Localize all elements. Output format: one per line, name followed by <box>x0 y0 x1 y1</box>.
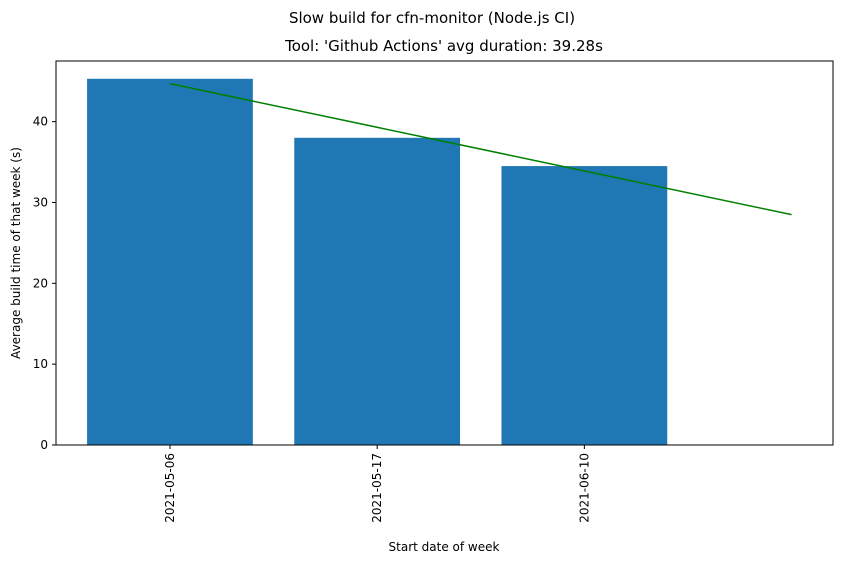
x-axis: 2021-05-06 2021-05-17 2021-06-10 <box>163 445 591 523</box>
y-tick-label-0: 0 <box>40 438 48 452</box>
chart-suptitle: Slow build for cfn-monitor (Node.js CI) <box>289 9 575 27</box>
bar-2021-05-17 <box>294 137 461 446</box>
y-axis-label: Average build time of that week (s) <box>9 147 23 359</box>
bars-layer <box>87 78 668 446</box>
x-axis-label: Start date of week <box>389 540 500 554</box>
y-axis: 0 10 20 30 40 <box>33 115 56 452</box>
y-tick-label-10: 10 <box>33 357 48 371</box>
x-tick-label-2021-05-06: 2021-05-06 <box>163 453 177 523</box>
trend-line <box>169 82 792 216</box>
y-tick-label-30: 30 <box>33 195 48 209</box>
trend-layer <box>169 82 792 216</box>
plot-frame <box>55 60 834 446</box>
chart-title: Tool: 'Github Actions' avg duration: 39.… <box>284 37 603 55</box>
y-tick-label-40: 40 <box>33 115 48 129</box>
x-tick-label-2021-06-10: 2021-06-10 <box>577 453 591 523</box>
bar-2021-06-10 <box>501 166 668 446</box>
bar-2021-05-06 <box>87 78 253 445</box>
y-tick-label-20: 20 <box>33 276 48 290</box>
x-tick-label-2021-05-17: 2021-05-17 <box>370 453 384 523</box>
